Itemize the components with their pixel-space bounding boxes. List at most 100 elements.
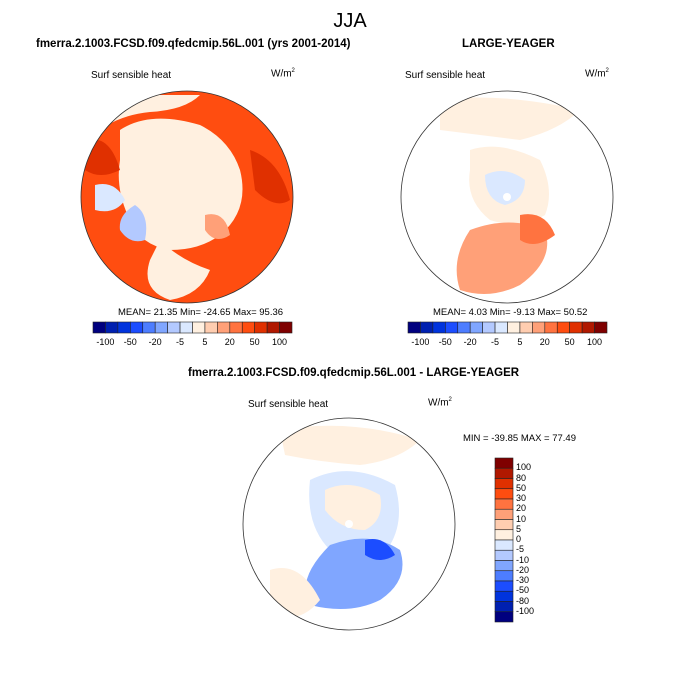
colorbar-tick-label: 100 (587, 337, 603, 347)
colorbar-swatch (569, 321, 583, 334)
colorbar-tick-label: 80 (516, 472, 527, 483)
colorbar-tick-label: -5 (516, 544, 525, 555)
colorbar-tick-label: -100 (411, 337, 430, 347)
panel2-units-label: W/m2 (585, 68, 609, 79)
colorbar-tick-label: -100 (516, 605, 535, 616)
colorbar-tick-label: 100 (516, 462, 532, 473)
figure-title: JJA (333, 10, 367, 32)
map3-border (242, 417, 456, 631)
colorbar-tick-label: -20 (463, 337, 477, 347)
colorbar-tick-label: 30 (516, 493, 527, 503)
units-exponent: 2 (291, 68, 295, 74)
colorbar-swatch (494, 529, 514, 541)
colorbar-swatch (494, 580, 514, 592)
panel1-title: fmerra.2.1003.FCSD.f09.qfedcmip.56L.001 … (36, 38, 351, 50)
map1-atlantic (147, 240, 210, 300)
colorbar-swatch (241, 321, 255, 334)
colorbar-swatch (494, 457, 514, 469)
map2-border (400, 90, 614, 304)
panel2-stats: MEAN= 4.03 Min= -9.13 Max= 50.52 (433, 307, 588, 318)
colorbar-swatch (532, 321, 546, 334)
colorbar-tick-label: 5 (516, 523, 522, 534)
colorbar-swatch (494, 560, 514, 572)
colorbar-swatch (105, 321, 119, 334)
colorbar-swatch (594, 321, 608, 334)
panel1-variable-label: Surf sensible heat (91, 70, 172, 81)
map3-pacific (280, 425, 420, 465)
colorbar-swatch (117, 321, 131, 334)
colorbar-tick-label: -50 (438, 337, 452, 347)
colorbar-tick-label: -50 (516, 585, 530, 596)
colorbar-tick-label: 100 (272, 337, 288, 347)
colorbar-swatch (142, 321, 156, 334)
colorbar-tick-label: -5 (491, 337, 500, 347)
panel1-stats: MEAN= 21.35 Min= -24.65 Max= 95.36 (118, 307, 284, 318)
panel3-units-label: W/m2 (428, 397, 452, 408)
map2-pacific (440, 97, 580, 140)
colorbar-tick-label: 10 (516, 513, 527, 524)
colorbar-swatch (154, 321, 168, 334)
units-text: W/m (428, 397, 449, 409)
units-text: W/m (585, 68, 606, 80)
colorbar-swatch (544, 321, 558, 334)
colorbar-tick-label: 5 (517, 337, 523, 347)
colorbar-2 (407, 321, 608, 334)
panel3-title: fmerra.2.1003.FCSD.f09.qfedcmip.56L.001 … (188, 367, 520, 379)
map1-alaska-warm (85, 139, 120, 175)
map3-pole-hole (345, 520, 353, 528)
colorbar-swatch (179, 321, 193, 334)
colorbar-tick-label: -20 (148, 337, 162, 347)
colorbar-swatch (254, 321, 268, 334)
panel2-variable-label: Surf sensible heat (405, 70, 486, 81)
colorbar-swatch (482, 321, 496, 334)
colorbar-swatch (494, 467, 514, 479)
colorbar-tick-label: 50 (564, 337, 575, 347)
map3-atlantic-south (270, 568, 320, 618)
colorbar-swatch (457, 321, 471, 334)
colorbar-swatch (556, 321, 570, 334)
colorbar-swatch (494, 570, 514, 582)
colorbar-swatch (407, 321, 421, 334)
colorbar-swatch (507, 321, 521, 334)
panel3-stats: MIN = -39.85 MAX = 77.49 (463, 433, 577, 444)
panel2-title: LARGE-YEAGER (462, 38, 555, 50)
units-exponent: 2 (605, 68, 609, 74)
map1-greenland (119, 205, 147, 242)
colorbar-swatch (432, 321, 446, 334)
colorbar-tick-label: 20 (539, 337, 550, 347)
units-exponent: 2 (448, 397, 452, 403)
map1-border (80, 90, 294, 304)
colorbar-swatch (494, 488, 514, 500)
map2 (401, 91, 613, 303)
colorbar-swatch (494, 590, 514, 602)
colorbar-tick-label: 50 (249, 337, 260, 347)
colorbar-swatch (229, 321, 243, 334)
map3 (243, 418, 455, 630)
colorbar-swatch (279, 321, 293, 334)
map1-hudson-bay (95, 184, 125, 212)
colorbar-tick-label: -5 (176, 337, 185, 347)
map3-central-arctic (325, 485, 381, 530)
colorbar-swatch (581, 321, 595, 334)
map2-barents (520, 214, 555, 244)
colorbar-swatch (519, 321, 533, 334)
colorbar-swatch (130, 321, 144, 334)
colorbar-swatch (494, 478, 514, 490)
colorbar-swatch (167, 321, 181, 334)
colorbar-tick-label: -80 (516, 595, 530, 606)
colorbar-swatch (494, 611, 514, 623)
map1-barents (205, 214, 230, 239)
map1 (81, 91, 293, 303)
colorbar-tick-label: -10 (516, 554, 530, 565)
map1-siberia-warm (250, 150, 290, 204)
panel3-variable-label: Surf sensible heat (248, 399, 329, 410)
colorbar-swatch (92, 321, 106, 334)
map2-central-arctic (485, 171, 525, 205)
colorbar-swatch (494, 519, 514, 531)
colorbar-swatch (494, 539, 514, 551)
colorbar-tick-label: 20 (224, 337, 235, 347)
colorbar-swatch (494, 549, 514, 561)
colorbar-1 (92, 321, 293, 334)
units-text: W/m (271, 68, 292, 80)
